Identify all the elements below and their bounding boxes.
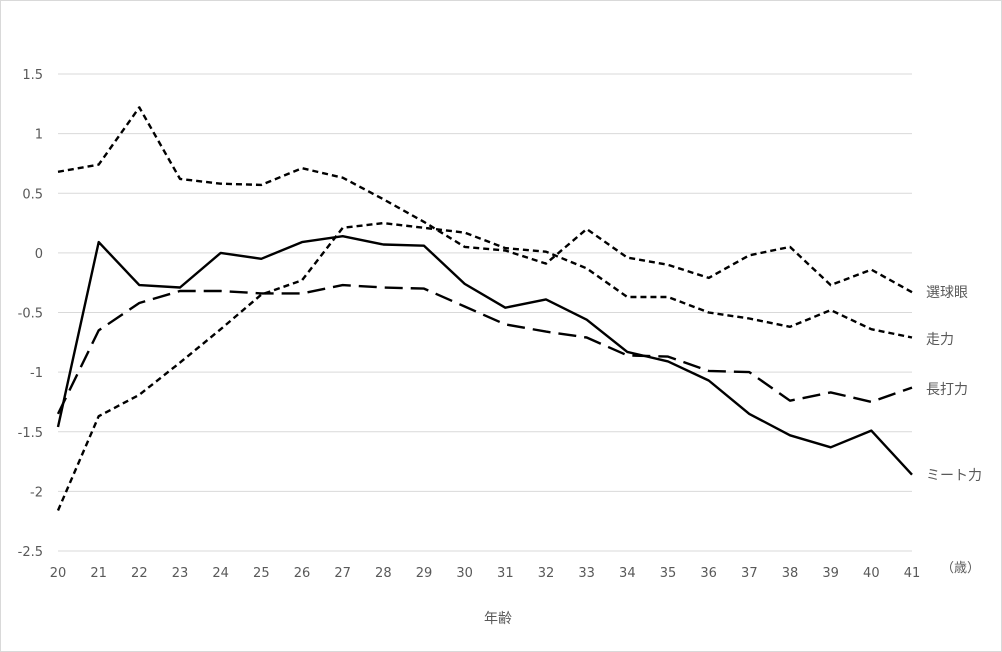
x-tick-label: 36 [700,566,717,581]
y-tick-label: 1 [35,128,43,143]
series-label: 長打力 [926,381,968,398]
x-tick-label: 32 [538,566,555,581]
series-line [56,221,913,511]
x-axis-ticks: 20 21 22 23 24 25 26 27 28 29 30 31 32 33 34 35 36 37 38 39… [50,566,921,581]
series-line [57,106,913,294]
y-tick-label: -2.5 [18,545,43,560]
y-tick-label: 0 [35,247,43,262]
x-tick-label: 31 [497,566,514,581]
series-line [56,234,913,476]
x-tick-label: 40 [863,566,880,581]
series-label: 走力 [926,332,954,348]
x-tick-label: 27 [334,566,351,581]
x-tick-label: 39 [822,566,839,581]
x-tick-label: 28 [375,566,392,581]
x-tick-label: 35 [660,566,677,581]
y-tick-label: 1.5 [22,68,43,83]
series-line [56,283,913,415]
series-label: ミート力 [926,468,982,484]
y-tick-label: 0.5 [22,187,43,202]
x-tick-label: 38 [782,566,799,581]
x-tick-label: 37 [741,566,758,581]
x-tick-label: 25 [253,566,270,581]
y-tick-label: -1 [30,366,43,381]
gridlines [58,73,912,552]
x-tick-label: 20 [50,566,67,581]
x-axis-title: 年齢 [484,611,512,627]
x-tick-label: 22 [131,566,148,581]
x-tick-label: 24 [212,566,229,581]
x-tick-label: 34 [619,566,636,581]
x-tick-label: 26 [294,566,311,581]
x-tick-label: 41 [904,566,921,581]
series-label: 選球眼 [926,285,968,301]
x-tick-label: 23 [172,566,189,581]
x-tick-label: 29 [416,566,433,581]
y-tick-label: -2 [30,485,43,500]
x-tick-label: 33 [578,566,595,581]
series-lines [56,106,913,511]
x-axis-unit-label: （歳） [941,561,980,576]
x-tick-label: 30 [456,566,473,581]
y-axis-ticks: 1.5 1 0.5 0 -0.5 -1 -1.5 -2 -2.5 [18,68,43,560]
y-tick-label: -0.5 [18,307,43,322]
x-tick-label: 21 [90,566,107,581]
y-tick-label: -1.5 [18,426,43,441]
